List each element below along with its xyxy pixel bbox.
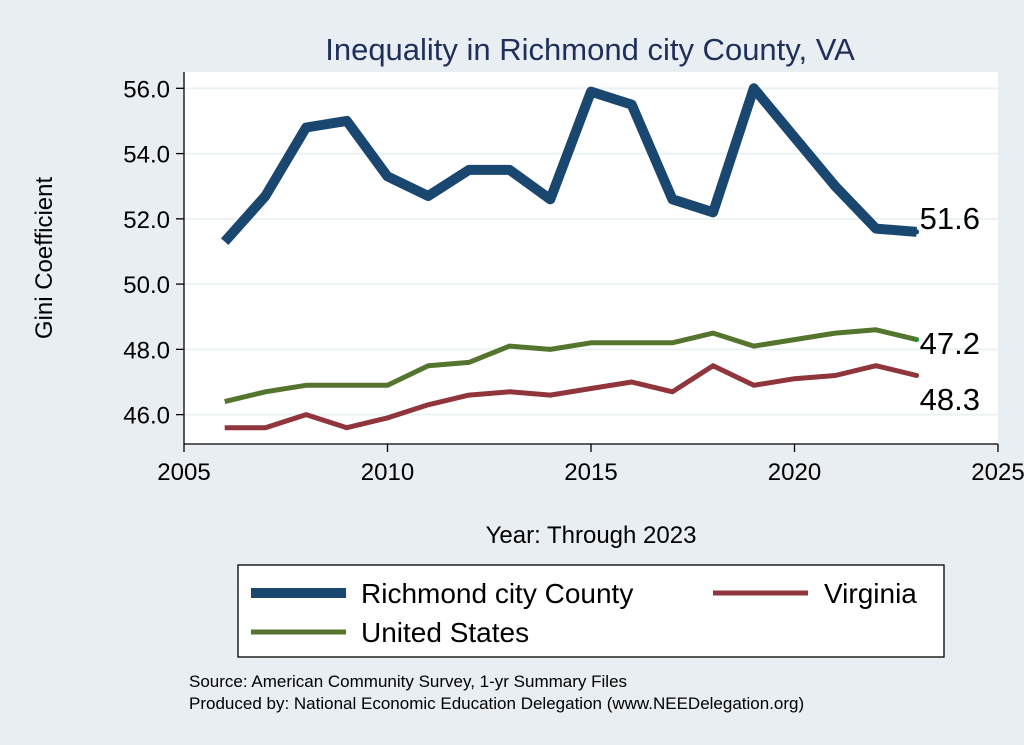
series-line-virginia	[224, 363, 918, 431]
legend-box	[237, 564, 945, 658]
x-tick-label: 2025	[971, 459, 1024, 486]
end-label-united-states: 48.3	[920, 382, 980, 417]
end-point-united-states	[914, 337, 920, 343]
x-tick-label: 2020	[768, 459, 821, 486]
series-line-united-states	[224, 327, 918, 405]
y-axis-ticks: 46.0 48.0 50.0 52.0 54.0 56.0	[123, 76, 184, 430]
x-axis-ticks: 2005 2010 2015 2020 2025	[157, 444, 1024, 486]
x-axis-title: Year: Through 2023	[486, 522, 697, 549]
x-tick-label: 2010	[361, 459, 414, 486]
legend-label-virginia: Virginia	[824, 578, 917, 609]
producer-note: Produced by: National Economic Education…	[189, 694, 804, 713]
legend-label-richmond: Richmond city County	[361, 578, 633, 609]
end-point-virginia	[914, 372, 920, 378]
series-line-richmond-city-county	[220, 83, 918, 246]
chart-title: Inequality in Richmond city County, VA	[325, 32, 855, 67]
end-point-richmond-city-county	[914, 229, 920, 235]
x-tick-label: 2005	[157, 459, 210, 486]
end-label-richmond-city-county: 51.6	[920, 201, 980, 236]
source-note: Source: American Community Survey, 1-yr …	[189, 672, 627, 691]
legend-label-united-states: United States	[361, 617, 529, 648]
y-tick-label: 46.0	[123, 403, 170, 430]
y-tick-label: 50.0	[123, 272, 170, 299]
end-labels: 51.6 47.2 48.3	[920, 201, 980, 417]
y-tick-label: 56.0	[123, 76, 170, 103]
legend: Richmond city County Virginia United Sta…	[237, 564, 945, 658]
y-tick-label: 52.0	[123, 207, 170, 234]
x-tick-label: 2015	[564, 459, 617, 486]
y-axis-title: Gini Coefficient	[31, 177, 58, 340]
y-tick-label: 48.0	[123, 337, 170, 364]
plot-area	[184, 72, 998, 444]
end-label-virginia: 47.2	[920, 326, 980, 361]
series-lines	[220, 83, 920, 431]
y-tick-label: 54.0	[123, 142, 170, 169]
